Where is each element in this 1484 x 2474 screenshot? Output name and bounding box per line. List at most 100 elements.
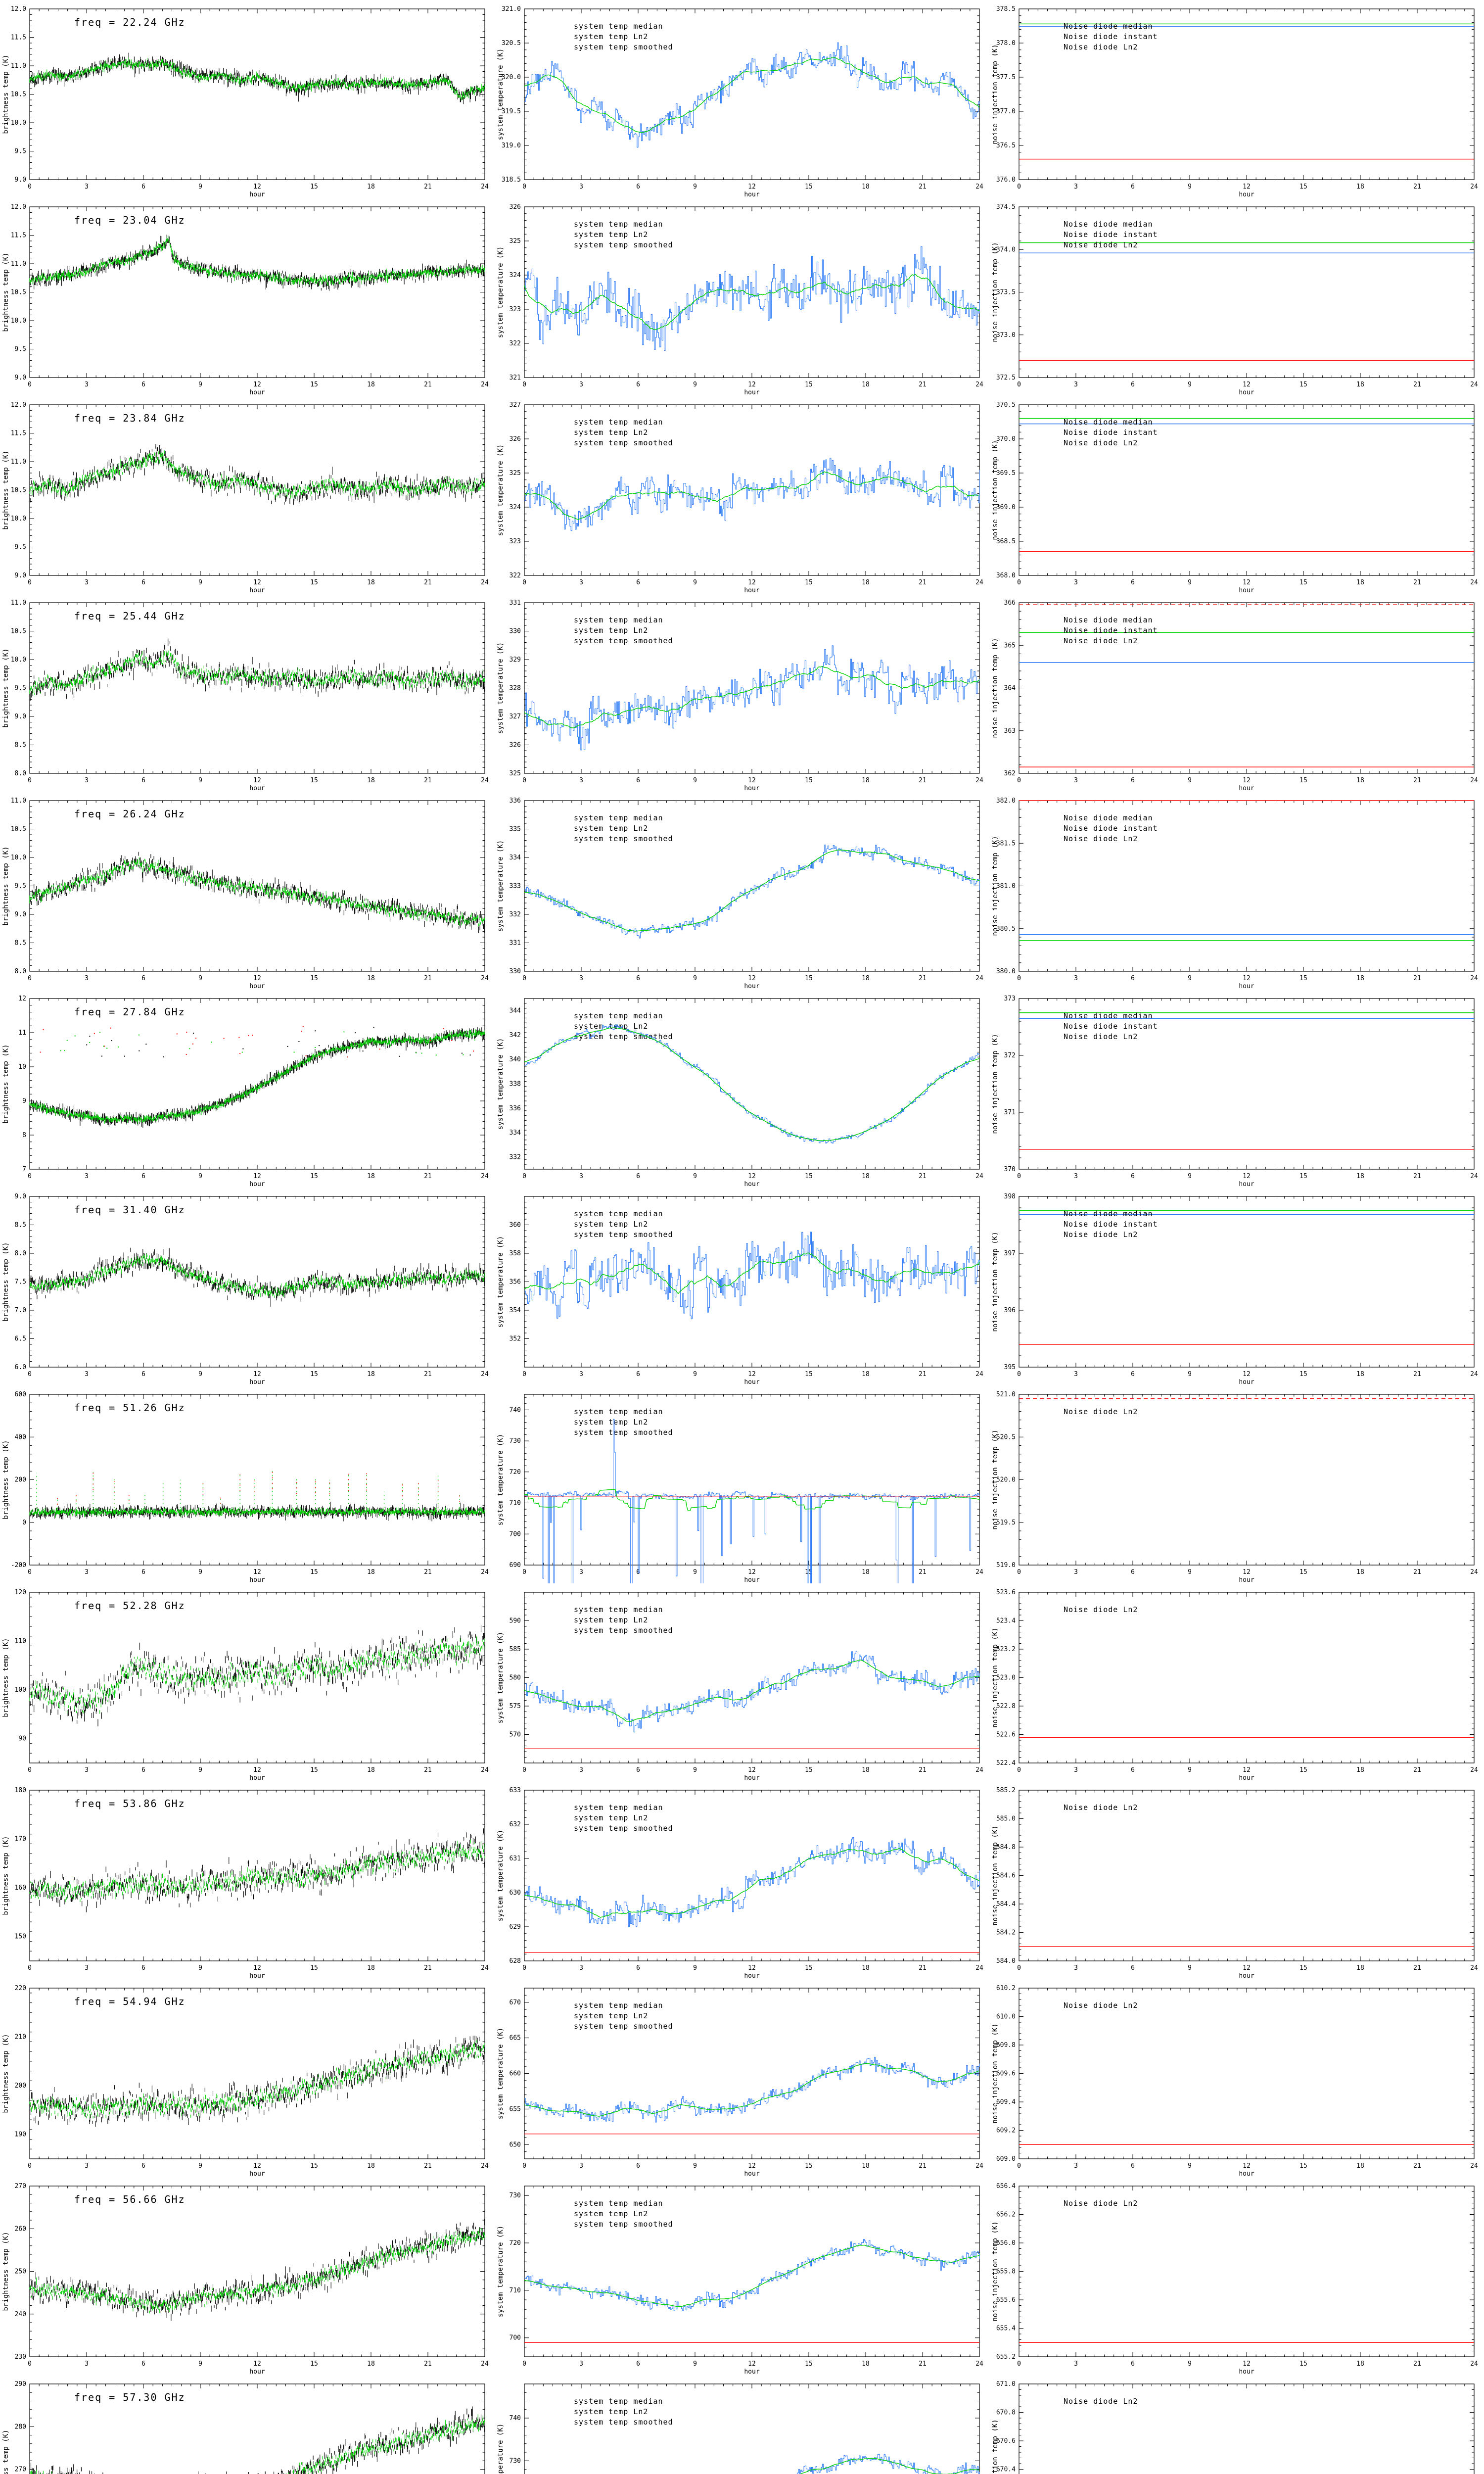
legend-entry: Noise diode Ln2 — [1064, 636, 1138, 645]
y-tick-label: 575 — [510, 1703, 521, 1710]
x-tick-label: 15 — [1299, 1371, 1307, 1378]
chart-mid-23.04ghz: 0 3 6 9 12 15 18 21 24 hour 321 322 323 324 325 326 syst… — [497, 203, 983, 396]
y-axis-label: brightness temp (K) — [2, 252, 10, 332]
y-tick-label: 354 — [510, 1307, 521, 1314]
y-tick-label: 740 — [510, 2415, 521, 2422]
smoothed-series — [524, 666, 980, 728]
legend-entry: system temp smoothed — [574, 834, 673, 843]
axis-ticks — [1019, 2186, 1475, 2357]
x-tick-label: 0 — [522, 1766, 526, 1774]
panel-title: freq = 56.66 GHz — [74, 2193, 186, 2205]
smoothed-series — [524, 1252, 980, 1294]
flagged-point — [211, 1042, 212, 1043]
scatter-series — [29, 57, 485, 100]
x-tick-label: 3 — [579, 1569, 583, 1576]
legend-entry: system temp smoothed — [574, 1428, 673, 1437]
legend-entry: system temp Ln2 — [574, 2209, 648, 2218]
y-tick-label: 9.5 — [15, 544, 26, 551]
panel-title: freq = 25.44 GHz — [74, 610, 186, 622]
x-tick-label: 12 — [253, 2162, 261, 2170]
x-tick-label: 3 — [85, 975, 89, 982]
x-tick-label: 9 — [693, 381, 697, 388]
x-axis-label: hour — [1239, 1576, 1254, 1583]
y-tick-label: 700 — [510, 2334, 521, 2342]
x-tick-label: 6 — [636, 1766, 640, 1774]
y-axis-label: system temperature (K) — [497, 48, 505, 140]
flagged-point — [60, 1050, 61, 1051]
x-tick-label: 0 — [522, 975, 526, 982]
y-tick-label: 670.8 — [996, 2409, 1016, 2417]
axis-ticks — [29, 1988, 485, 2159]
chart-mid-22.24ghz: 0 3 6 9 12 15 18 21 24 hour 318.5 319.0 319.5 320.0 32… — [497, 5, 983, 198]
chart-right-52.28ghz: 0 3 6 9 12 15 18 21 24 hour 522.4 522.6 522.8 523.0 52… — [991, 1589, 1478, 1781]
smoothed-series — [524, 2063, 980, 2117]
y-tick-label: 710 — [510, 2287, 521, 2294]
flagged-point — [193, 1033, 194, 1034]
x-tick-label: 9 — [1188, 1173, 1192, 1180]
x-tick-label: 15 — [1299, 1569, 1307, 1576]
legend-entry: Noise diode Ln2 — [1064, 834, 1138, 843]
scatter-series — [29, 1247, 485, 1307]
flagged-point — [463, 1054, 464, 1055]
x-tick-label: 24 — [975, 183, 983, 190]
x-tick-label: 0 — [522, 1173, 526, 1180]
x-tick-label: 18 — [1356, 975, 1364, 982]
y-tick-label: 380.5 — [996, 925, 1016, 933]
scatter-series — [29, 650, 485, 695]
x-axis-label: hour — [1239, 1972, 1254, 1979]
y-tick-label: 609.0 — [996, 2155, 1016, 2163]
y-tick-label: 6.0 — [15, 1364, 26, 1371]
y-tick-label: 670 — [510, 1999, 521, 2006]
x-tick-label: 24 — [975, 1371, 983, 1378]
x-tick-label: 0 — [522, 2162, 526, 2170]
x-tick-label: 9 — [1188, 1766, 1192, 1774]
x-tick-label: 9 — [1188, 2162, 1192, 2170]
legend-entry: Noise diode instant — [1064, 824, 1158, 833]
flagged-point — [239, 1053, 241, 1054]
panel-title: freq = 22.24 GHz — [74, 16, 186, 28]
x-tick-label: 15 — [805, 2162, 813, 2170]
legend-entry: system temp Ln2 — [574, 2407, 648, 2416]
x-tick-label: 21 — [424, 975, 432, 982]
axis-ticks — [1019, 2383, 1475, 2470]
chart-left-27.84ghz: 0 3 6 9 12 15 18 21 24 hour 7 8 9 10 11 12 brightness te… — [2, 995, 489, 1188]
x-tick-label: 21 — [1413, 1569, 1421, 1576]
legend-entry: system temp Ln2 — [574, 824, 648, 833]
x-tick-label: 12 — [253, 975, 261, 982]
x-tick-label: 15 — [310, 1766, 318, 1774]
flagged-point — [315, 1047, 316, 1048]
y-tick-label: 362 — [1004, 770, 1016, 777]
y-tick-label: 632 — [510, 1821, 521, 1828]
panel-title: freq = 27.84 GHz — [74, 1006, 186, 1018]
x-tick-label: 12 — [748, 777, 756, 784]
y-tick-label: 395 — [1004, 1364, 1016, 1371]
y-tick-label: 400 — [15, 1433, 26, 1441]
x-tick-label: 18 — [1356, 1371, 1364, 1378]
x-tick-label: 24 — [1470, 2360, 1478, 2368]
x-tick-label: 6 — [141, 1766, 145, 1774]
y-tick-label: 630 — [510, 1889, 521, 1897]
x-tick-label: 21 — [1413, 2162, 1421, 2170]
y-tick-label: 670.6 — [996, 2437, 1016, 2445]
x-axis-label: hour — [1239, 1774, 1254, 1781]
x-tick-label: 3 — [85, 1766, 89, 1774]
y-tick-label: 520.0 — [996, 1476, 1016, 1484]
x-tick-label: 3 — [85, 183, 89, 190]
x-tick-label: 18 — [1356, 1766, 1364, 1774]
x-tick-label: 9 — [1188, 183, 1192, 190]
axis-ticks — [1019, 404, 1475, 576]
x-tick-label: 6 — [1131, 777, 1135, 784]
x-axis-label: hour — [249, 785, 265, 792]
x-tick-label: 24 — [975, 1766, 983, 1774]
y-tick-label: 8 — [22, 1132, 26, 1139]
x-tick-label: 3 — [1074, 975, 1078, 982]
y-tick-label: 336 — [510, 1105, 521, 1112]
x-axis-label: hour — [249, 1181, 265, 1188]
axis-ticks — [524, 8, 980, 180]
panel-row2-right: 0 3 6 9 12 15 18 21 24 hour 372.5 373.0 373.5 374.0 37… — [989, 198, 1484, 396]
flagged-point — [379, 1048, 380, 1050]
flagged-point — [104, 1046, 105, 1047]
x-axis-label: hour — [744, 587, 759, 594]
smoothed-series — [524, 1489, 980, 1511]
flagged-point — [145, 1044, 147, 1045]
